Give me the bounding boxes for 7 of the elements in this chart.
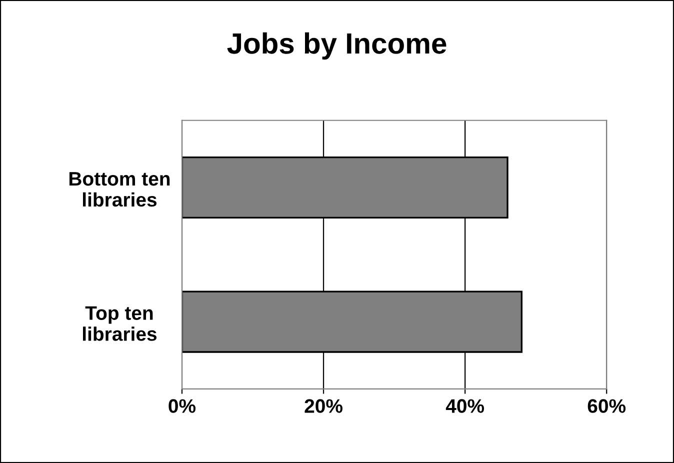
x-tick-label: 60% (588, 399, 626, 413)
x-tick-label: 0% (168, 399, 196, 413)
x-tick-label: 20% (304, 399, 342, 413)
chart-title: Jobs by Income (227, 32, 446, 60)
x-tick-label: 40% (446, 399, 484, 413)
y-tick-label: Bottom ten libraries (69, 172, 170, 207)
y-tick-label: Top ten libraries (83, 306, 157, 341)
